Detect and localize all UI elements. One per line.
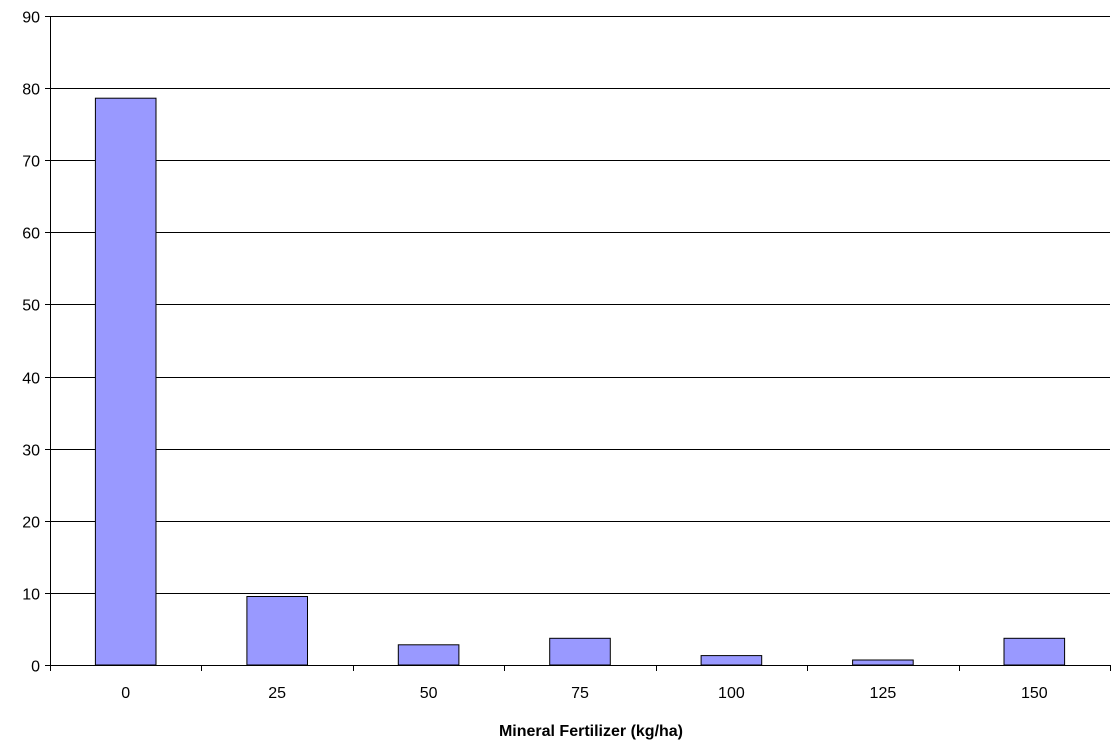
bar-0 <box>94 97 157 666</box>
x-tick-label: 50 <box>420 685 438 702</box>
y-tick-label: 10 <box>22 587 40 604</box>
bar-150 <box>1003 637 1066 666</box>
y-tick-labels: 0 10 20 30 40 50 60 70 80 90 <box>22 10 40 676</box>
x-tick-label: 100 <box>718 685 745 702</box>
y-tick-label: 60 <box>22 226 40 243</box>
y-tick-label: 30 <box>22 443 40 460</box>
x-tick-label: 25 <box>268 685 286 702</box>
bar-100 <box>700 655 763 666</box>
x-tick-label: 125 <box>870 685 897 702</box>
gridlines <box>50 16 1110 594</box>
x-tick-label: 75 <box>571 685 589 702</box>
y-tick-label: 20 <box>22 515 40 532</box>
y-tick-label: 80 <box>22 82 40 99</box>
bar-75 <box>549 637 611 666</box>
bar-50 <box>397 644 460 666</box>
bars <box>94 97 1066 666</box>
bar-25 <box>246 596 308 666</box>
axes <box>45 16 1111 671</box>
x-tick-label: 0 <box>121 685 130 702</box>
y-tick-label: 0 <box>31 659 40 676</box>
y-tick-label: 90 <box>22 10 40 27</box>
y-tick-label: 70 <box>22 154 40 171</box>
x-tick-labels: 0 25 50 75 100 125 150 <box>121 685 1047 702</box>
y-tick-label: 40 <box>22 371 40 388</box>
bar-125 <box>852 659 914 666</box>
x-tick-label: 150 <box>1021 685 1048 702</box>
y-tick-label: 50 <box>22 298 40 315</box>
x-axis-title: Mineral Fertilizer (kg/ha) <box>499 723 683 740</box>
